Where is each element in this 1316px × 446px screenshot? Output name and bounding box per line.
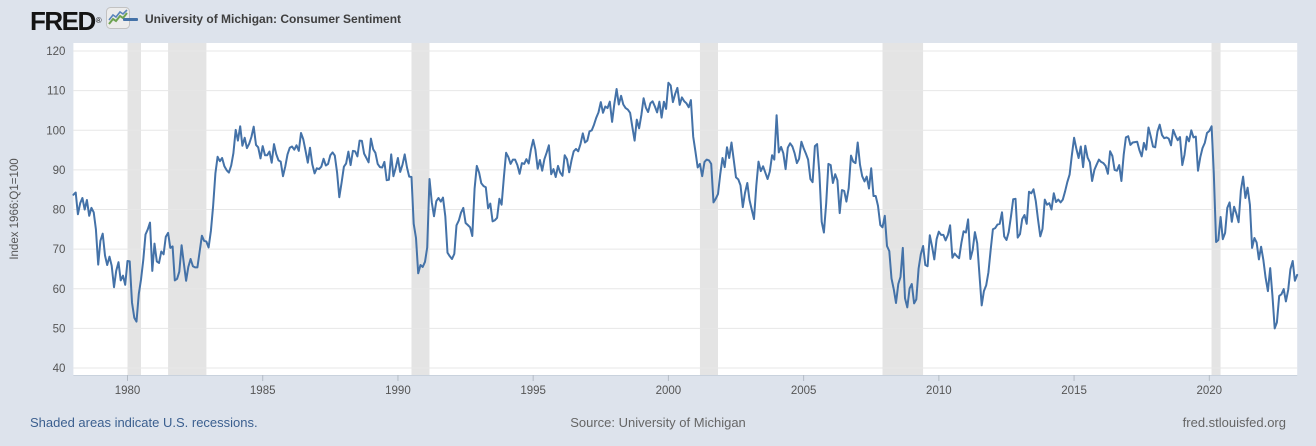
graph-header: FRED ® University of Michigan: Consumer S…: [0, 0, 1316, 42]
legend-line-swatch: [123, 17, 138, 21]
x-tick-label: 2010: [926, 385, 952, 397]
y-axis-title: Index 1966:Q1=100: [9, 158, 21, 259]
fred-site-link[interactable]: fred.stlouisfed.org: [1182, 415, 1286, 430]
chart-legend: University of Michigan: Consumer Sentime…: [123, 12, 401, 26]
x-tick-label: 1990: [385, 385, 411, 397]
y-tick-label: 100: [46, 125, 65, 137]
y-tick-label: 40: [53, 363, 66, 375]
y-tick-label: 70: [53, 244, 66, 256]
x-tick-label: 2015: [1061, 385, 1087, 397]
source-text: Source: University of Michigan: [570, 415, 746, 430]
legend-series-label: University of Michigan: Consumer Sentime…: [145, 12, 402, 26]
y-tick-label: 80: [53, 205, 66, 217]
x-tick-label: 1995: [520, 385, 546, 397]
x-tick-label: 1980: [115, 385, 141, 397]
x-tick-label: 1985: [250, 385, 276, 397]
y-tick-label: 90: [53, 165, 66, 177]
y-tick-label: 120: [46, 46, 65, 58]
fred-logo[interactable]: FRED ®: [30, 7, 130, 34]
fred-logo-text: FRED: [30, 5, 96, 36]
fred-logo-registered-mark: ®: [95, 16, 102, 25]
sentiment-line: [72, 81, 1299, 330]
x-tick-label: 2020: [1197, 385, 1223, 397]
graph-footer: Shaded areas indicate U.S. recessions. S…: [0, 413, 1316, 435]
y-tick-label: 60: [53, 284, 66, 296]
x-tick-label: 2005: [791, 385, 817, 397]
y-tick-label: 110: [47, 86, 65, 98]
x-tick-label: 2000: [656, 385, 682, 397]
recessions-info-link[interactable]: Shaded areas indicate U.S. recessions.: [30, 415, 258, 430]
y-tick-label: 50: [53, 323, 66, 335]
